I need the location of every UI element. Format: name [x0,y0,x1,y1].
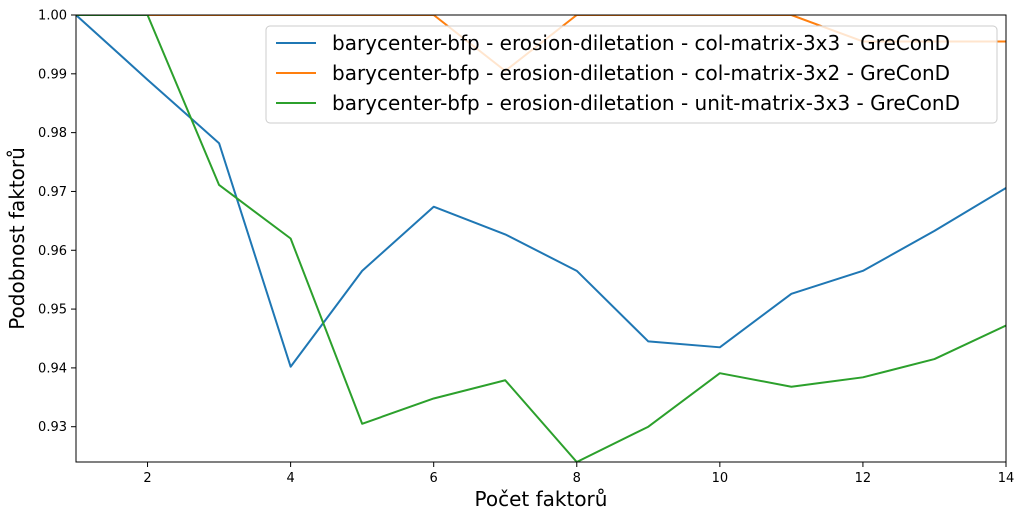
plot-frame [75,14,1007,463]
axes-layer [75,14,1007,463]
legend-entry-3: barycenter-bfp - erosion-diletation - un… [332,91,960,115]
legend: barycenter-bfp - erosion-diletation - co… [265,25,998,124]
x-tick-label: 6 [430,471,438,486]
legend-entry-2: barycenter-bfp - erosion-diletation - co… [332,61,950,85]
y-tick-label: 0.96 [38,244,67,259]
series-line-1 [76,15,1006,368]
y-tick-label: 0.98 [38,126,67,141]
x-axis-label: Počet faktorů [475,487,608,511]
x-tick-label: 10 [712,471,729,486]
y-tick-label: 0.93 [38,420,67,435]
x-tick-label: 8 [573,471,581,486]
series-line-3 [76,15,1006,462]
x-tick-label: 12 [855,471,872,486]
y-tick-label: 0.94 [38,361,67,376]
legend-entry-1: barycenter-bfp - erosion-diletation - co… [332,31,950,55]
y-tick-label: 0.97 [38,185,67,200]
ticks-layer: 2 4 6 8 10 12 14 0.93 0.94 0.95 0.96 0.97 0.98 0.99 1.… [38,9,1014,487]
y-axis-label: Podobnost faktorů [5,147,29,330]
legend-box [265,25,998,124]
x-tick-label: 14 [998,471,1015,486]
y-tick-label: 1.00 [38,9,67,24]
x-tick-label: 2 [143,471,151,486]
x-tick-label: 4 [286,471,294,486]
y-tick-label: 0.95 [38,303,67,318]
y-tick-label: 0.99 [38,67,67,82]
